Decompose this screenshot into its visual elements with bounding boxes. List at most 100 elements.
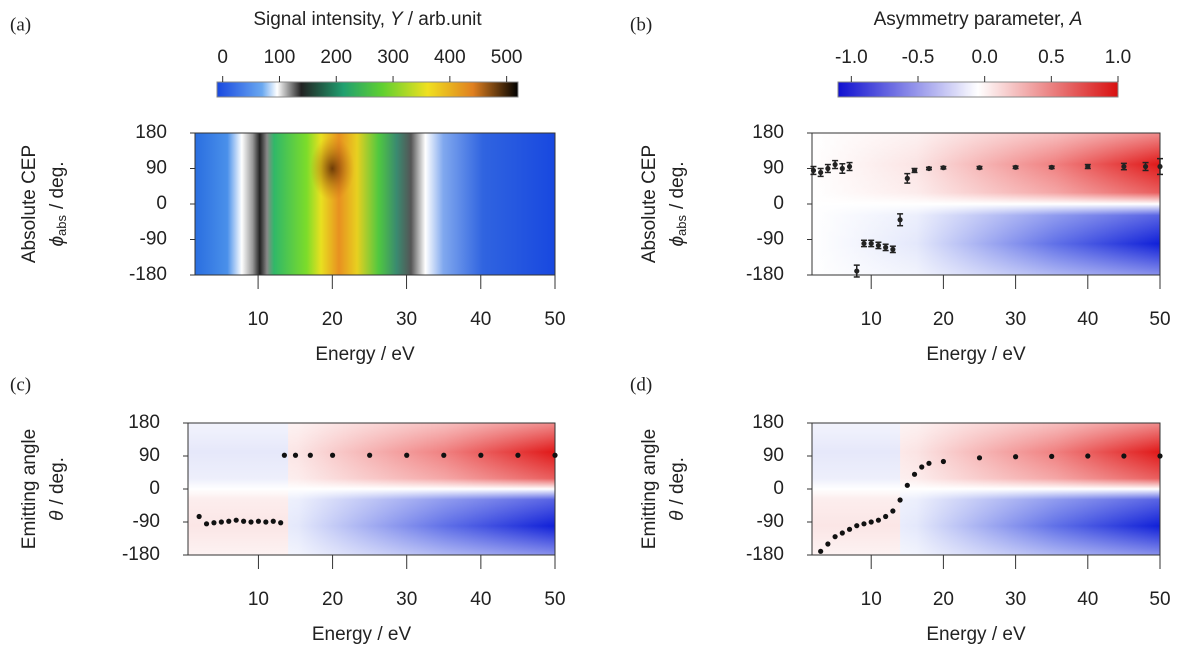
- data-point: [883, 244, 889, 250]
- y-symbol: θ: [667, 510, 688, 521]
- data-point: [1085, 163, 1091, 170]
- data-point: [926, 460, 932, 466]
- y-tick-label: 0: [773, 478, 784, 499]
- y-subscript: abs: [674, 215, 689, 236]
- data-point: [825, 541, 831, 547]
- panel-label: (a): [10, 14, 31, 35]
- data-point: [278, 520, 284, 526]
- data-point: [1157, 453, 1163, 459]
- panel-label: (b): [630, 14, 652, 35]
- heatmap-fade: [188, 423, 555, 555]
- y-axis-label: Emitting angle: [19, 429, 40, 549]
- data-point: [248, 519, 254, 525]
- y-tick-label: -90: [133, 511, 160, 532]
- colorbar-tick-label: -1.0: [835, 47, 868, 68]
- x-tick-label: 10: [861, 309, 882, 330]
- x-tick-label: 50: [1149, 589, 1170, 610]
- data-point: [904, 482, 910, 488]
- heatmap-fade: [812, 423, 1160, 555]
- y-tick-label: 0: [149, 478, 160, 499]
- data-point: [846, 526, 853, 532]
- x-tick-label: 20: [933, 309, 954, 330]
- panel-label: (d): [630, 374, 652, 395]
- data-point: [241, 518, 247, 524]
- data-point: [976, 455, 983, 461]
- data-point: [1142, 163, 1149, 170]
- data-point: [940, 165, 947, 171]
- data-point: [810, 167, 817, 174]
- colorbar-tick-label: 100: [264, 47, 296, 68]
- colorbar-tick-label: 400: [434, 47, 466, 68]
- x-tick-label: 30: [396, 309, 417, 330]
- data-point: [270, 518, 276, 524]
- x-tick-label: 30: [1005, 589, 1026, 610]
- data-point: [307, 452, 313, 458]
- data-point: [233, 517, 239, 523]
- x-axis-label: Energy / eV: [312, 624, 412, 645]
- y-symbol: θ: [47, 510, 68, 521]
- y-axis-label: Emitting angle: [639, 429, 660, 549]
- data-point: [281, 452, 287, 458]
- y-tick-label: -180: [122, 544, 160, 565]
- data-point: [203, 521, 210, 527]
- x-tick-label: 40: [1077, 309, 1098, 330]
- data-point: [552, 452, 558, 458]
- x-tick-label: 20: [933, 589, 954, 610]
- y-subscript: abs: [54, 215, 69, 236]
- data-point: [861, 240, 867, 247]
- data-point: [832, 161, 838, 168]
- x-tick-label: 30: [396, 589, 417, 610]
- y-tick-label: 90: [146, 158, 167, 179]
- data-point: [1049, 453, 1055, 459]
- x-tick-label: 10: [248, 589, 269, 610]
- colorbar-title-part: / arb.unit: [408, 9, 483, 30]
- x-tick-label: 50: [1149, 309, 1170, 330]
- x-tick-label: 30: [1005, 309, 1026, 330]
- y-symbol: ϕ: [667, 236, 688, 247]
- x-tick-label: 40: [470, 589, 491, 610]
- x-axis-label: Energy / eV: [315, 344, 415, 365]
- data-point: [818, 548, 824, 554]
- colorbar-tick-label: -0.5: [902, 47, 935, 68]
- data-point: [839, 165, 845, 172]
- y-tick-label: -90: [757, 229, 784, 250]
- data-point: [1157, 163, 1163, 170]
- data-point: [904, 175, 910, 181]
- colorbar-tick-label: 0.0: [971, 47, 997, 68]
- y-unit: / deg.: [667, 457, 688, 505]
- colorbar-tick-label: 1.0: [1105, 47, 1131, 68]
- data-point: [1013, 164, 1019, 170]
- data-point: [875, 517, 882, 523]
- y-axis-unit: θ / deg.: [667, 457, 688, 521]
- data-point: [196, 513, 202, 520]
- data-point: [255, 518, 262, 524]
- y-tick-label: -180: [746, 544, 784, 565]
- x-tick-label: 40: [470, 309, 491, 330]
- x-tick-label: 40: [1077, 589, 1098, 610]
- heatmap-fade: [812, 133, 1160, 275]
- heatmap-peak: [310, 136, 355, 201]
- y-tick-label: -90: [140, 229, 167, 250]
- data-point: [883, 513, 889, 520]
- data-point: [897, 497, 903, 503]
- data-point: [825, 165, 831, 172]
- data-point: [868, 519, 874, 525]
- colorbar-tick-label: 0: [217, 47, 228, 68]
- y-tick-label: -90: [757, 511, 784, 532]
- data-point: [515, 452, 521, 458]
- data-point: [890, 246, 896, 252]
- data-point: [846, 163, 853, 170]
- y-symbol: ϕ: [47, 236, 68, 247]
- data-point: [1085, 453, 1091, 459]
- data-point: [911, 471, 918, 477]
- y-tick-label: 180: [752, 412, 784, 433]
- y-tick-label: 180: [128, 412, 160, 433]
- colorbar-title: Asymmetry parameter, A: [874, 9, 1083, 30]
- data-point: [226, 518, 232, 524]
- data-point: [875, 242, 882, 249]
- y-tick-label: 180: [135, 122, 167, 143]
- data-point: [854, 268, 860, 274]
- colorbar-title-part: Signal intensity,: [253, 9, 385, 30]
- colorbar: [216, 81, 519, 98]
- panel-label: (c): [10, 374, 31, 395]
